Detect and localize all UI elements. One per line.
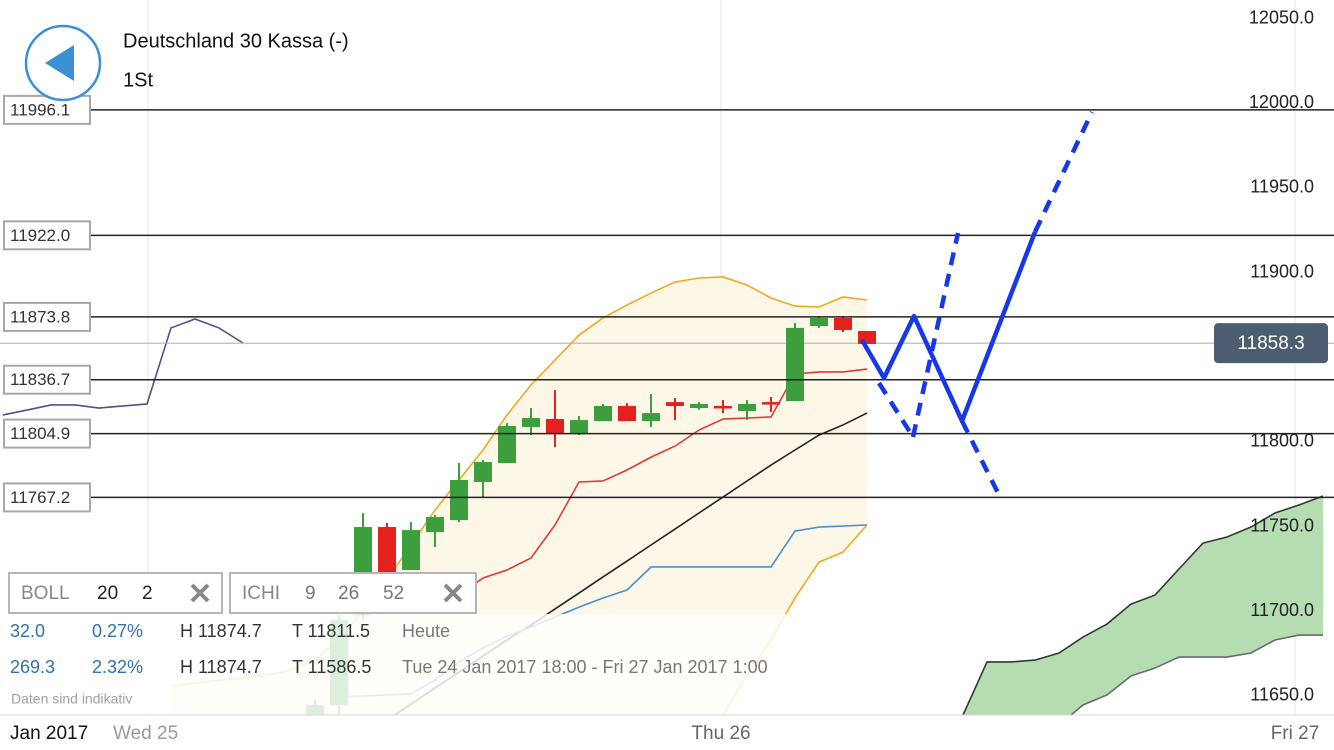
candle-body [738, 403, 756, 412]
candle-body [594, 405, 612, 422]
level-label: 11804.9 [10, 424, 70, 443]
level-label-box [3, 94, 91, 125]
y-tick-label: 11900.0 [1250, 261, 1314, 281]
stat-value: 32.0 [10, 621, 45, 641]
candle-body [642, 413, 660, 422]
x-tick-label: Thu 26 [691, 723, 750, 744]
candle-body [402, 530, 420, 571]
y-tick-label: 12000.0 [1249, 92, 1314, 112]
chart-title: Deutschland 30 Kassa (-) [123, 30, 349, 52]
indicator-line [1069, 634, 1323, 715]
candle-body [570, 420, 588, 434]
forecast-dashed [959, 419, 1003, 499]
candle-body [474, 462, 492, 482]
candle-body [834, 317, 852, 330]
level-label-box [3, 301, 91, 332]
indicator-param: 52 [383, 583, 404, 604]
indicator-chip[interactable] [8, 572, 223, 614]
y-tick-label: 11800.0 [1250, 431, 1314, 451]
candle-body [666, 402, 684, 406]
level-label-box [3, 482, 91, 513]
candle-body [690, 403, 708, 409]
x-tick-label: Fri 27 [1271, 723, 1320, 744]
candle-body [522, 418, 540, 427]
indicator-param: 20 [97, 583, 118, 604]
x-tick-label: Jan 2017 [10, 723, 88, 744]
indicator-name: ICHI [242, 583, 280, 604]
candle-body [762, 402, 780, 405]
stat-value: Tue 24 Jan 2017 18:00 - Fri 27 Jan 2017 … [402, 657, 768, 677]
candle-body [714, 405, 732, 409]
y-tick-label: 11750.0 [1250, 515, 1314, 535]
chart-subtitle: 1St [123, 69, 153, 91]
stat-value: H 11874.7 [180, 621, 262, 641]
indicator-chip[interactable] [229, 572, 477, 614]
level-label: 11922.0 [10, 226, 70, 245]
x-tick-label: Wed 25 [113, 723, 178, 744]
level-label-box [3, 364, 91, 395]
stat-value: T 11586.5 [292, 657, 371, 677]
stats-rows: 32.0 0.27% H 11874.7 T 11811.5 Heute 269.3 2.3… [10, 621, 768, 677]
candle-body [810, 317, 828, 327]
candle-body [498, 425, 516, 464]
y-tick-label: 11950.0 [1250, 177, 1314, 197]
candle-body [450, 479, 468, 521]
forecast-dashed [1032, 111, 1095, 233]
level-label: 11873.8 [10, 307, 70, 326]
stat-value: 0.27% [92, 621, 143, 641]
last-price-label: 11858.3 [1237, 333, 1304, 354]
candle-body [786, 327, 804, 402]
indicator-area [171, 276, 867, 715]
y-axis: 12050.012000.011950.011900.011850.011800… [1214, 7, 1328, 705]
y-tick-label: 11700.0 [1250, 600, 1314, 620]
indicator-param: 26 [338, 583, 359, 604]
disclaimer: Daten sind indikativ [11, 691, 132, 707]
forecast-dashed [877, 381, 915, 439]
remove-icon[interactable] [443, 583, 463, 603]
forecast-line [860, 231, 1038, 424]
indicator-line [962, 495, 1324, 715]
stat-value: H 11874.7 [180, 657, 262, 677]
stat-value: 2.32% [92, 657, 143, 677]
indicator-area [963, 496, 1323, 715]
stat-value: Heute [402, 621, 450, 641]
indicator-line [2, 318, 244, 416]
x-axis-bar [0, 715, 1334, 750]
y-tick-label: 12050.0 [1249, 7, 1314, 27]
indicator-param: 9 [305, 583, 316, 604]
stat-value: 269.3 [10, 657, 55, 677]
last-price-box [1214, 323, 1328, 364]
forecast-drawing [860, 111, 1095, 499]
levels: 11996.1 11922.0 11873.8 11836.7 11804.9 11767… [3, 94, 1334, 513]
stat-value: T 11811.5 [292, 621, 370, 641]
indicator-name: BOLL [21, 583, 70, 604]
level-label-box [3, 418, 91, 449]
level-label: 11767.2 [10, 488, 70, 507]
candle-body [426, 517, 444, 533]
x-axis: Jan 2017 Wed 25 Thu 26 Fri 27 [10, 723, 1319, 744]
candle-body [546, 419, 564, 434]
level-label: 11996.1 [10, 100, 70, 119]
remove-icon[interactable] [190, 583, 210, 603]
level-label: 11836.7 [10, 370, 70, 389]
y-tick-label: 11650.0 [1250, 685, 1314, 705]
level-label-box [3, 220, 91, 251]
stats-backdrop [0, 614, 815, 715]
forecast-dashed [910, 232, 961, 438]
back-arrow [45, 45, 74, 81]
candle-body [618, 405, 636, 422]
indicator-param: 2 [142, 583, 153, 604]
